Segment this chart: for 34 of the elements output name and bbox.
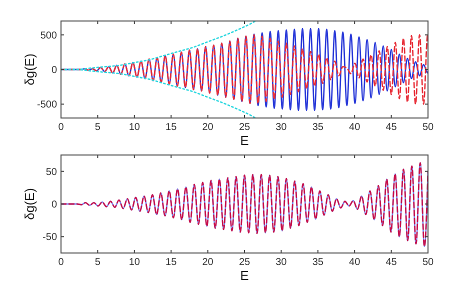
x-axis-title: E bbox=[240, 268, 250, 283]
x-tick-label: 10 bbox=[128, 122, 140, 133]
y-tick-label: 0 bbox=[51, 200, 58, 210]
x-tick-label: 0 bbox=[58, 257, 64, 268]
x-tick-label: 15 bbox=[166, 257, 178, 268]
x-tick-label: 45 bbox=[386, 122, 398, 133]
y-tick-label: -500 bbox=[36, 100, 58, 111]
x-axis-title: E bbox=[240, 133, 250, 148]
line-series bbox=[61, 162, 428, 248]
x-tick-label: 0 bbox=[58, 122, 64, 133]
x-tick-label: 20 bbox=[202, 122, 214, 133]
y-tick-label: 0 bbox=[51, 65, 58, 76]
x-tick-label: 50 bbox=[422, 122, 434, 133]
x-tick-label: 25 bbox=[238, 257, 250, 268]
y-axis-title: δg(E) bbox=[22, 188, 37, 220]
x-tick-label: 40 bbox=[349, 257, 361, 268]
y-tick-label: 50 bbox=[46, 166, 58, 178]
x-tick-label: 15 bbox=[166, 122, 178, 133]
x-tick-label: 30 bbox=[276, 257, 288, 268]
x-tick-label: 5 bbox=[94, 122, 101, 133]
x-tick-label: 5 bbox=[94, 257, 101, 268]
x-tick-label: 25 bbox=[238, 122, 250, 133]
x-tick-label: 45 bbox=[386, 257, 398, 268]
y-axis-title: δg(E) bbox=[22, 54, 37, 86]
x-tick-label: 40 bbox=[349, 122, 361, 133]
x-tick-label: 35 bbox=[312, 122, 324, 133]
y-tick-label: -50 bbox=[42, 232, 58, 244]
line-series bbox=[61, 34, 428, 105]
x-tick-label: 20 bbox=[202, 257, 214, 268]
x-tick-label: 10 bbox=[128, 257, 140, 268]
x-tick-label: 50 bbox=[422, 257, 434, 268]
y-tick-label: 500 bbox=[40, 30, 58, 42]
x-tick-label: 30 bbox=[276, 122, 288, 133]
x-tick-label: 35 bbox=[312, 257, 324, 268]
